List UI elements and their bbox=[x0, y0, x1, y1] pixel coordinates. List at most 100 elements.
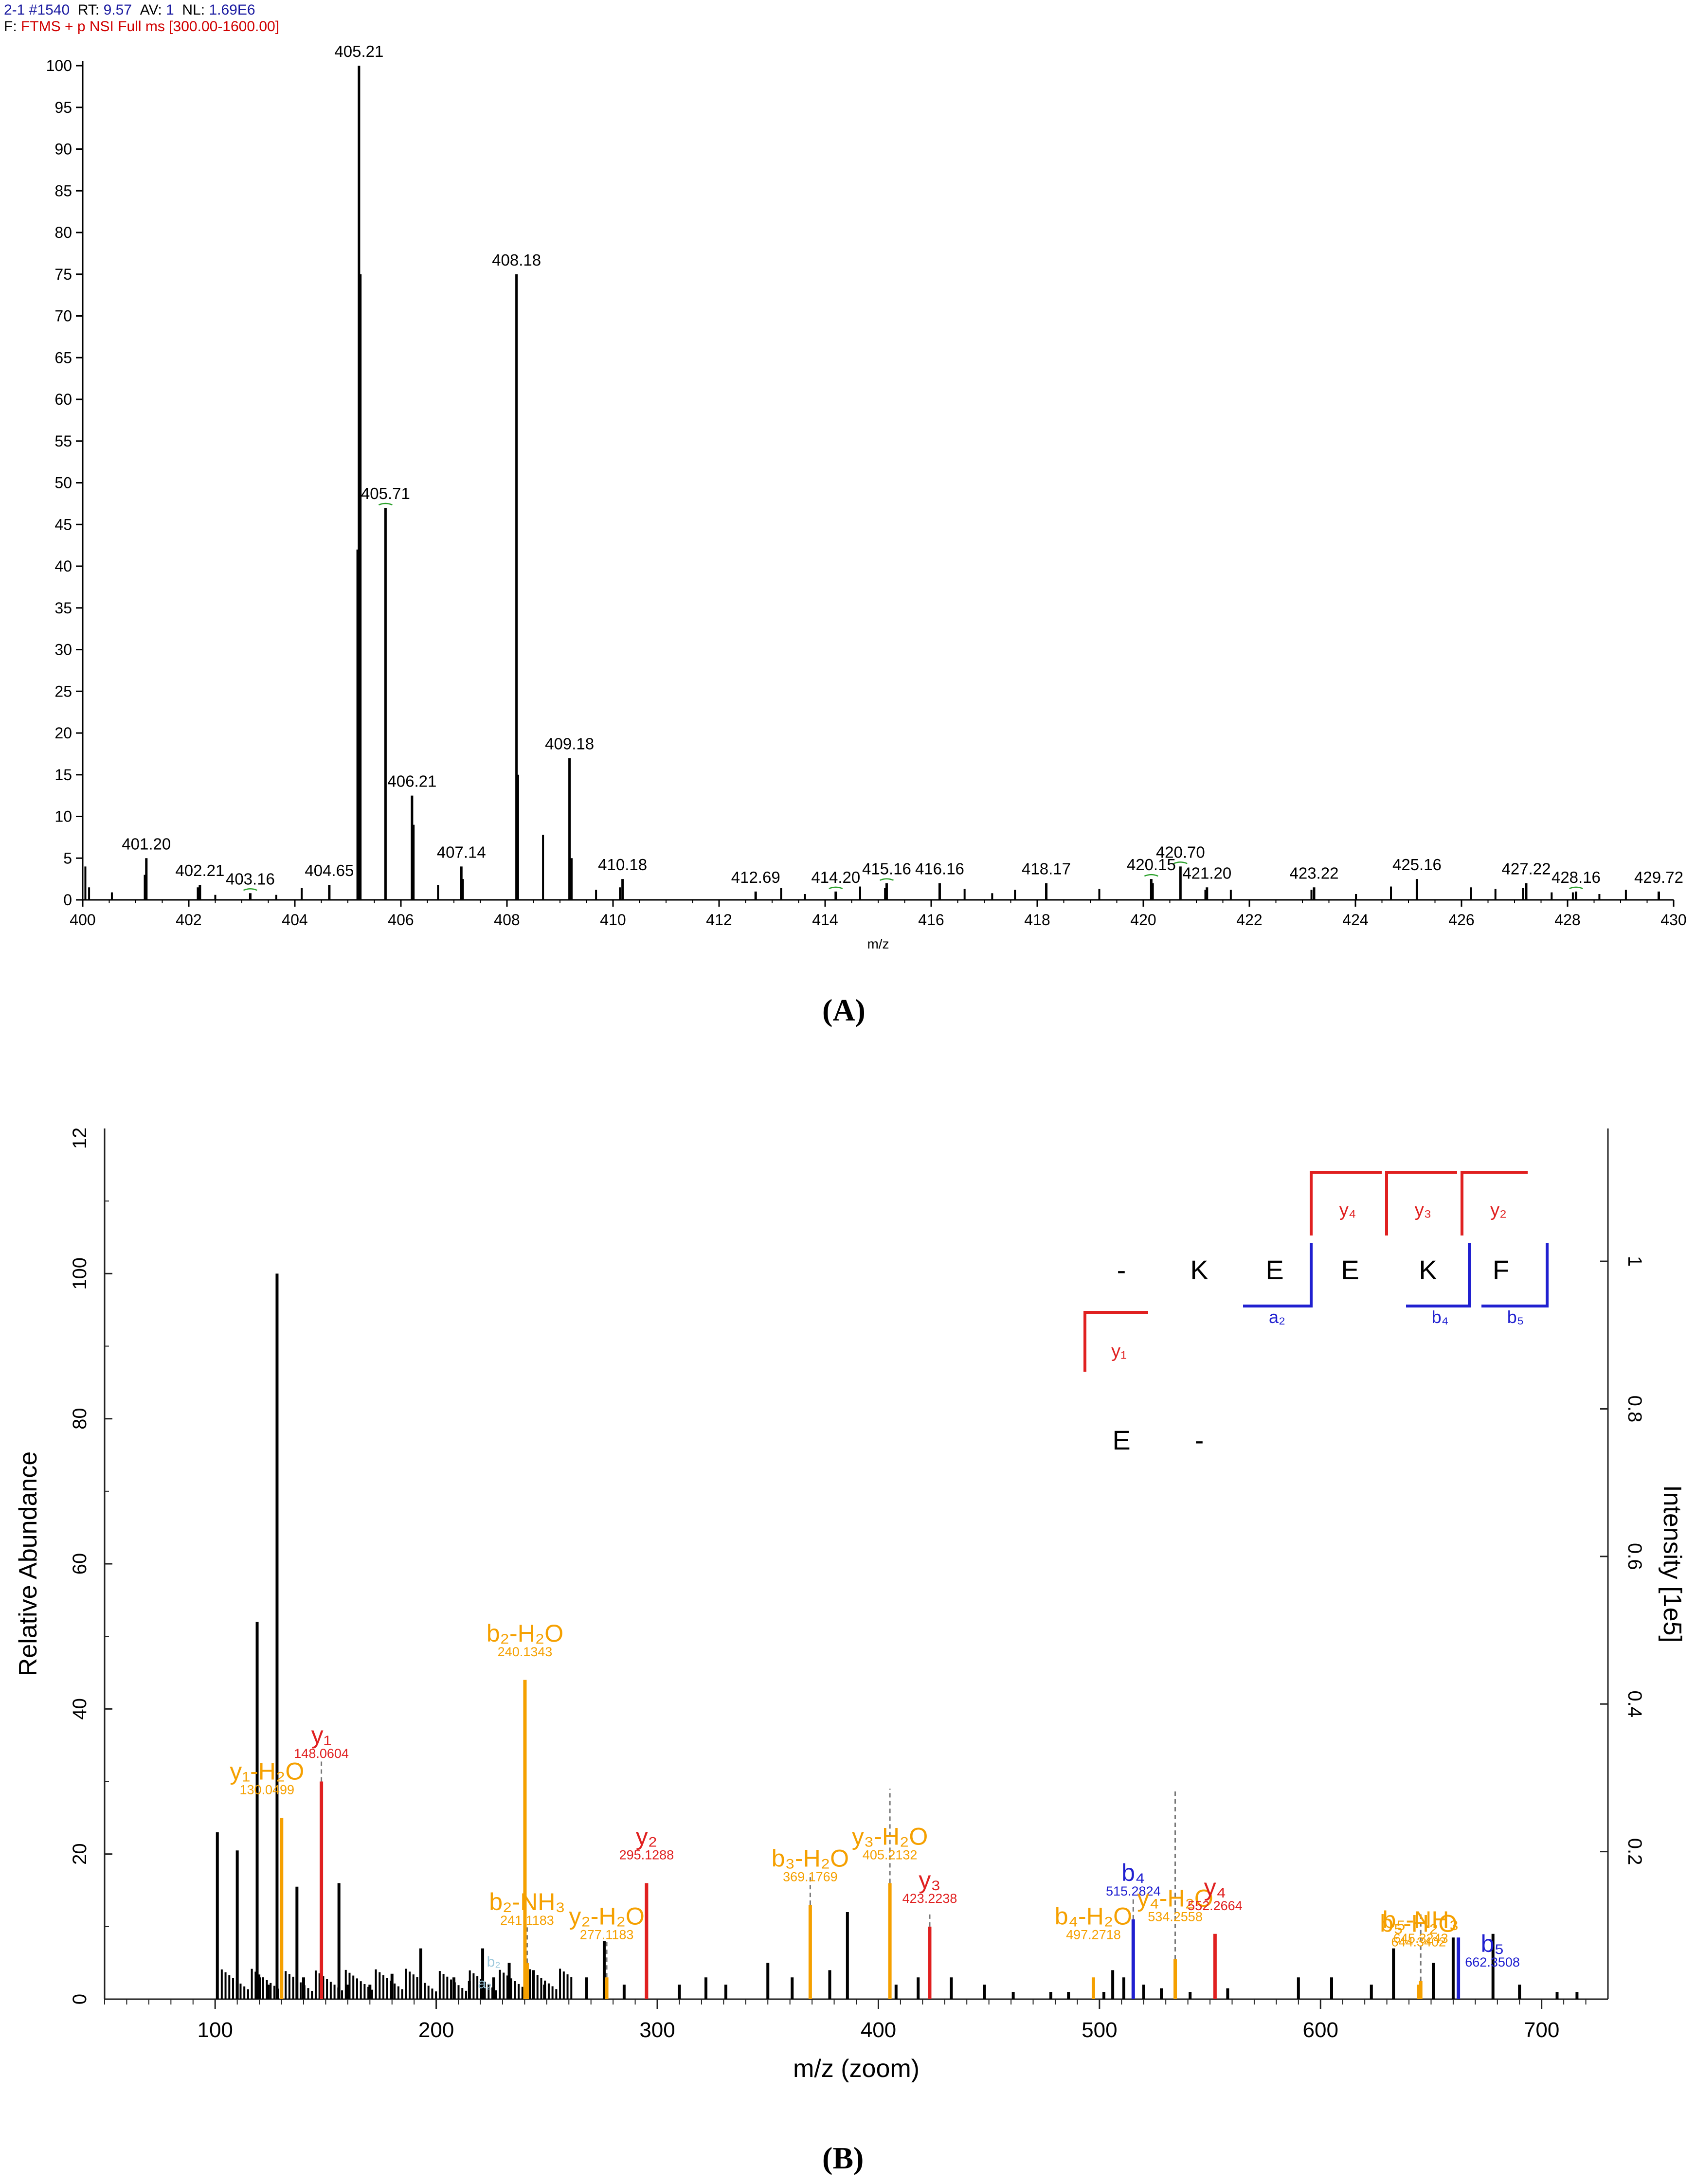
b-ion-bracket bbox=[1243, 1243, 1313, 1307]
fragment-ion-label: b₄-H₂O bbox=[1055, 1903, 1132, 1930]
x-tick-label: 500 bbox=[1082, 2018, 1117, 2042]
x-tick-label: 402 bbox=[176, 911, 201, 929]
y-tick-label: 60 bbox=[69, 1553, 90, 1575]
peak-label: 423.22 bbox=[1290, 864, 1339, 882]
fragment-ion-label: b₅-NH₃ bbox=[1383, 1906, 1459, 1933]
fragment-mass-label: 662.3508 bbox=[1465, 1955, 1520, 1969]
x-tick-label: 600 bbox=[1303, 2018, 1338, 2042]
x-tick-label: 700 bbox=[1524, 2018, 1559, 2042]
x-tick-label: 426 bbox=[1448, 911, 1474, 929]
fragment-ion-label: y₄ bbox=[1204, 1874, 1226, 1901]
x-tick-label: 404 bbox=[282, 911, 307, 929]
y-tick-label: 5 bbox=[63, 849, 72, 867]
x-axis-label: m/z bbox=[867, 936, 889, 951]
sequence-residue: F bbox=[1493, 1254, 1509, 1285]
panel-label-b: (B) bbox=[822, 2141, 864, 2175]
x-tick-label: 418 bbox=[1024, 911, 1050, 929]
isotope-mark bbox=[378, 502, 393, 506]
peak-label: 408.18 bbox=[492, 251, 541, 269]
y-tick-label: 95 bbox=[54, 99, 72, 116]
peak-label: 429.72 bbox=[1634, 868, 1683, 886]
filter-text: FTMS + p NSI Full ms [300.00-1600.00] bbox=[21, 18, 280, 35]
panel-label-a: (A) bbox=[822, 993, 866, 1027]
y-tick-label: 60 bbox=[54, 391, 72, 408]
y-tick-label: 100 bbox=[46, 57, 72, 74]
isotope-mark bbox=[879, 878, 894, 881]
peak-label: 404.65 bbox=[305, 861, 354, 879]
sequence-residue: K bbox=[1419, 1254, 1437, 1285]
y-tick-label: 85 bbox=[54, 182, 72, 199]
fragment-mass-label: 241.1183 bbox=[500, 1913, 554, 1928]
peak-label: 410.18 bbox=[598, 856, 647, 874]
fragment-mass-label: 644.3402 bbox=[1391, 1935, 1446, 1950]
fragment-ion-label: y₁-H₂O bbox=[230, 1757, 304, 1785]
y-axis-label: Relative Abundance bbox=[14, 1451, 42, 1677]
y-tick-label: 20 bbox=[69, 1843, 90, 1865]
y-tick-label: 35 bbox=[54, 599, 72, 617]
y-ion-bracket-label: y₄ bbox=[1339, 1200, 1356, 1220]
peak-label: 403.16 bbox=[226, 870, 275, 888]
isotope-mark bbox=[243, 888, 257, 891]
fragment-mass-label: 645.3243 bbox=[1393, 1931, 1448, 1946]
y2-tick-label: 0.6 bbox=[1624, 1543, 1645, 1570]
peak-label: 401.20 bbox=[122, 835, 171, 853]
fragment-mass-label: 369.1769 bbox=[783, 1869, 838, 1884]
y2-tick-label: 1 bbox=[1624, 1256, 1645, 1267]
x-tick-label: 424 bbox=[1342, 911, 1368, 929]
peak-label: 402.21 bbox=[175, 861, 224, 879]
fragment-mass-label: 295.1288 bbox=[619, 1848, 674, 1862]
rt-label: RT: bbox=[77, 2, 100, 18]
y2-axis-label: Intensity [1e5] bbox=[1658, 1485, 1686, 1643]
b-ion-bracket bbox=[1406, 1243, 1471, 1307]
y-tick-label-top: 12 bbox=[69, 1128, 90, 1149]
isotope-mark bbox=[1569, 886, 1583, 890]
sequence-residue: E bbox=[1341, 1254, 1359, 1285]
peak-label: 412.69 bbox=[731, 868, 780, 886]
sequence-residue: - bbox=[1117, 1254, 1126, 1285]
y-ion-bracket-label: y₁ bbox=[1111, 1341, 1127, 1361]
fragment-mass-label: 423.2238 bbox=[902, 1891, 957, 1906]
y-tick-label: 15 bbox=[54, 766, 72, 784]
sequence-residue: E bbox=[1112, 1425, 1130, 1455]
fragment-ion-label: y₁ bbox=[311, 1721, 332, 1749]
fragment-ion-label: y₄-H₂O bbox=[1137, 1884, 1213, 1912]
fragment-mass-label: 534.2558 bbox=[1148, 1909, 1203, 1924]
av-value: 1 bbox=[166, 2, 174, 18]
peak-label: 420.70 bbox=[1156, 843, 1205, 861]
y-tick-label: 0 bbox=[63, 891, 72, 909]
y-tick-label: 65 bbox=[54, 349, 72, 366]
isotope-mark bbox=[829, 886, 843, 890]
isotope-mark bbox=[1173, 861, 1188, 864]
fragment-ion-label: b₅ bbox=[1481, 1930, 1504, 1957]
fragment-ion-label: b₂-NH₃ bbox=[489, 1888, 565, 1915]
fragment-ion-label: b₂-H₂O bbox=[487, 1620, 563, 1647]
y2-tick-label: 0.2 bbox=[1624, 1838, 1645, 1865]
peak-label: 414.20 bbox=[811, 868, 860, 886]
y-tick-label: 55 bbox=[54, 432, 72, 450]
fragment-mass-label: 552.2664 bbox=[1188, 1898, 1243, 1913]
y-tick-label: 10 bbox=[54, 808, 72, 825]
y-ion-bracket bbox=[1385, 1171, 1457, 1235]
filter-label: F: bbox=[4, 18, 17, 35]
isotope-mark bbox=[1144, 874, 1158, 877]
y2-tick-label: 0.8 bbox=[1624, 1396, 1645, 1423]
x-tick-label: 410 bbox=[600, 911, 626, 929]
y-tick-label: 25 bbox=[54, 682, 72, 700]
fragment-mass-label: 405.2132 bbox=[863, 1848, 918, 1862]
x-tick-label: 400 bbox=[861, 2018, 896, 2042]
x-tick-label: 428 bbox=[1554, 911, 1580, 929]
x-tick-label: 416 bbox=[918, 911, 944, 929]
y-tick-label: 40 bbox=[69, 1698, 90, 1720]
y-tick-label: 75 bbox=[54, 266, 72, 283]
y-ion-bracket bbox=[1083, 1311, 1148, 1372]
x-tick-label: 430 bbox=[1660, 911, 1686, 929]
spectrum-b: 0 20 40 60 80 100 12 0.2 0.4 0.6 0.8 1 100 200 300 400 5… bbox=[14, 1128, 1686, 2083]
fragment-ion-label: y₂-H₂O bbox=[569, 1903, 644, 1930]
x-tick-label: 100 bbox=[197, 2018, 233, 2042]
sequence-residue: E bbox=[1265, 1254, 1283, 1285]
y-ion-bracket-label: y₂ bbox=[1490, 1200, 1507, 1220]
peak-label: 406.21 bbox=[387, 772, 436, 790]
y-tick-label: 40 bbox=[54, 557, 72, 575]
fragment-ion-label: y₃-H₂O bbox=[852, 1823, 928, 1850]
